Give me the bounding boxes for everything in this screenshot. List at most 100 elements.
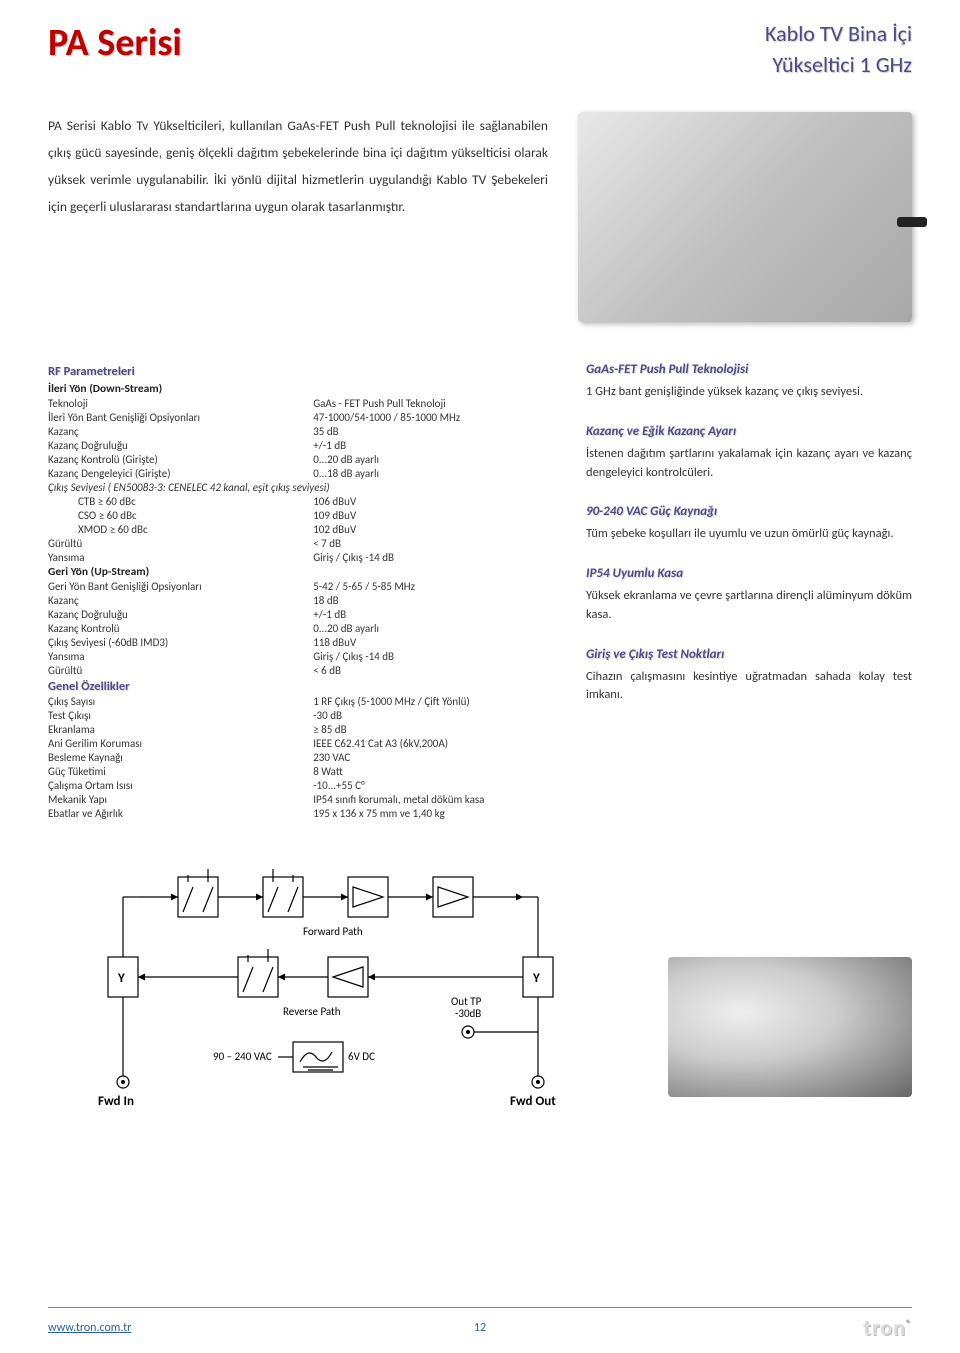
spec-label: Kazanç — [48, 593, 313, 607]
spec-label: XMOD ≥ 60 dBc — [48, 522, 313, 536]
footer-url[interactable]: www.tron.com.tr — [48, 1321, 131, 1335]
table-row: Kazanç Doğruluğu+/-1 dB — [48, 438, 558, 452]
spec-label: Çalışma Ortam Isısı — [48, 779, 313, 793]
spec-value: ≥ 85 dB — [313, 723, 558, 737]
spec-value: 195 x 136 x 75 mm ve 1,40 kg — [313, 807, 558, 821]
minus30-label: -30dB — [455, 1007, 481, 1020]
feature-block: GaAs-FET Push Pull Teknolojisi 1 GHz bant… — [586, 362, 912, 402]
forward-label: Forward Path — [303, 925, 363, 938]
feature-text: Cihazın çalışmasını kesintiye uğratmadan… — [586, 668, 912, 706]
table-row: Ekranlama≥ 85 dB — [48, 723, 558, 737]
table-row: TeknolojiGaAs - FET Push Pull Teknoloji — [48, 396, 558, 410]
spec-value: 1 RF Çıkış (5-1000 MHz / Çift Yönlü) — [313, 695, 558, 709]
spec-label: Güç Tüketimi — [48, 765, 313, 779]
table-row: YansımaGiriş / Çıkış -14 dB — [48, 649, 558, 663]
y-right: Y — [532, 971, 540, 986]
spec-value: 0...20 dB ayarlı — [313, 621, 558, 635]
table-row: Gürültü< 6 dB — [48, 663, 558, 677]
spec-value: 8 Watt — [313, 765, 558, 779]
feature-block: IP54 Uyumlu KasaYüksek ekranlama ve çevr… — [586, 566, 912, 625]
subtitle-1: Kablo TV Bina İçi — [765, 20, 912, 47]
spec-value: 18 dB — [313, 593, 558, 607]
y-left: Y — [117, 971, 125, 986]
spec-value: +/-1 dB — [313, 438, 558, 452]
block-diagram: .bx{fill:#fff;stroke:#000;stroke-width:1… — [48, 857, 648, 1122]
feature-block: Giriş ve Çıkış Test Noktları Cihazın çalı… — [586, 647, 912, 706]
spec-value: 47-1000/54-1000 / 85-1000 MHz — [313, 410, 558, 424]
table-row: Kazanç Kontrolü0...20 dB ayarlı — [48, 621, 558, 635]
spec-value: Giriş / Çıkış -14 dB — [313, 649, 558, 663]
feature-title: GaAs-FET Push Pull Teknolojisi — [586, 362, 912, 377]
spec-value: GaAs - FET Push Pull Teknoloji — [313, 396, 558, 410]
spec-label: CTB ≥ 60 dBc — [48, 494, 313, 508]
spec-value: 109 dBuV — [313, 508, 558, 522]
table-row: Kazanç18 dB — [48, 593, 558, 607]
table-row: CTB ≥ 60 dBc106 dBuV — [48, 494, 558, 508]
spec-column: RF Parametreleri İleri Yön (Down-Stream)… — [48, 362, 558, 821]
fwdin-label: Fwd In — [98, 1094, 134, 1109]
spec-value: 35 dB — [313, 424, 558, 438]
table-row: Çıkış Seviyesi (-60dB IMD3)118 dBuV — [48, 635, 558, 649]
spec-label: Ani Gerilim Koruması — [48, 737, 313, 751]
cenelec-note: Çıkış Seviyesi ( EN50083-3: CENELEC 42 k… — [48, 480, 558, 494]
table-row: YansımaGiriş / Çıkış -14 dB — [48, 550, 558, 564]
spec-label: Kazanç Kontrolü (Girişte) — [48, 452, 313, 466]
spec-value: +/-1 dB — [313, 607, 558, 621]
feature-block: Kazanç ve Eğik Kazanç Ayarı İstenen dağıt… — [586, 424, 912, 483]
fwdout-label: Fwd Out — [510, 1094, 556, 1109]
spec-label: Yansıma — [48, 550, 313, 564]
spec-value: IEEE C62.41 Cat A3 (6kV,200A) — [313, 737, 558, 751]
spec-label: Çıkış Sayısı — [48, 695, 313, 709]
spec-label: Ekranlama — [48, 723, 313, 737]
spec-label: Geri Yön Bant Genişliği Opsiyonları — [48, 579, 313, 593]
spec-label: İleri Yön Bant Genişliği Opsiyonları — [48, 410, 313, 424]
spec-value: -30 dB — [313, 709, 558, 723]
page-number: 12 — [474, 1321, 486, 1335]
table-row: Ani Gerilim KorumasıIEEE C62.41 Cat A3 (… — [48, 737, 558, 751]
table-row: Çıkış Sayısı1 RF Çıkış (5-1000 MHz / Çif… — [48, 695, 558, 709]
feature-text: İstenen dağıtım şartlarını yakalamak içi… — [586, 445, 912, 483]
spec-label: Yansıma — [48, 649, 313, 663]
features-column: GaAs-FET Push Pull Teknolojisi 1 GHz bant… — [586, 362, 912, 821]
spec-label: Besleme Kaynağı — [48, 751, 313, 765]
table-row: Besleme Kaynağı230 VAC — [48, 751, 558, 765]
subtitle-box: Kablo TV Bina İçi Yükseltici 1 GHz — [765, 20, 912, 82]
connectors-photo — [668, 957, 912, 1097]
spec-value: IP54 sınıfı korumalı, metal döküm kasa — [313, 793, 558, 807]
table-row: Kazanç35 dB — [48, 424, 558, 438]
spec-value: < 6 dB — [313, 663, 558, 677]
spec-value: -10...+55 C° — [313, 779, 558, 793]
spec-value: < 7 dB — [313, 536, 558, 550]
table-row: Çalışma Ortam Isısı-10...+55 C° — [48, 779, 558, 793]
feature-text: 1 GHz bant genişliğinde yüksek kazanç ve… — [586, 383, 912, 402]
spec-label: Kazanç — [48, 424, 313, 438]
dc-label: 6V DC — [348, 1050, 375, 1063]
vac-label: 90 – 240 VAC — [213, 1050, 272, 1063]
spec-value: 0...20 dB ayarlı — [313, 452, 558, 466]
feature-block: 90-240 VAC Güç Kaynağı Tüm şebeke koşulla… — [586, 504, 912, 544]
table-row: Ebatlar ve Ağırlık195 x 136 x 75 mm ve 1… — [48, 807, 558, 821]
spec-label: Kazanç Kontrolü — [48, 621, 313, 635]
table-row: Kazanç Dengeleyici (Girişte)0...18 dB ay… — [48, 466, 558, 480]
page-footer: www.tron.com.tr 12 tron® — [48, 1307, 912, 1341]
series-title: PA Serisi — [48, 20, 182, 66]
feature-text: Tüm şebeke koşulları ile uyumlu ve uzun … — [586, 525, 912, 544]
intro-paragraph: PA Serisi Kablo Tv Yükselticileri, kulla… — [48, 112, 548, 322]
feature-title: 90-240 VAC Güç Kaynağı — [586, 504, 912, 519]
spec-label: Kazanç Doğruluğu — [48, 607, 313, 621]
spec-value: 230 VAC — [313, 751, 558, 765]
table-row: CSO ≥ 60 dBc109 dBuV — [48, 508, 558, 522]
feature-title: Kazanç ve Eğik Kazanç Ayarı — [586, 424, 912, 439]
spec-value: 5-42 / 5-65 / 5-85 MHz — [313, 579, 558, 593]
spec-label: Gürültü — [48, 536, 313, 550]
table-row: XMOD ≥ 60 dBc102 dBuV — [48, 522, 558, 536]
table-row: Kazanç Doğruluğu+/-1 dB — [48, 607, 558, 621]
spec-label: Mekanik Yapı — [48, 793, 313, 807]
rf-header: RF Parametreleri — [48, 364, 558, 379]
spec-label: CSO ≥ 60 dBc — [48, 508, 313, 522]
feature-title: Giriş ve Çıkış Test Noktları — [586, 647, 912, 662]
spec-label: Kazanç Doğruluğu — [48, 438, 313, 452]
table-row: Gürültü< 7 dB — [48, 536, 558, 550]
spec-value: 106 dBuV — [313, 494, 558, 508]
spec-label: Test Çıkışı — [48, 709, 313, 723]
